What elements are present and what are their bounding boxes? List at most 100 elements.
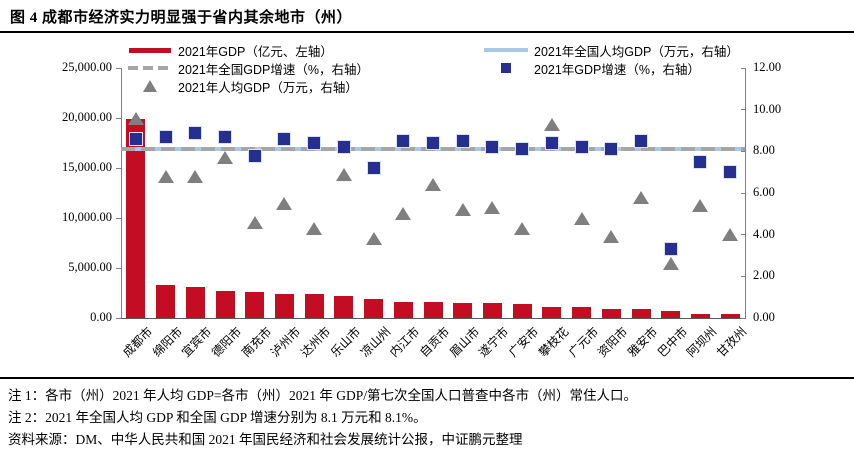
per-capita-triangle-marker [662, 257, 679, 271]
legend-label: 2021年全国GDP增速（%，右轴） [178, 62, 370, 77]
growth-square-marker [604, 142, 619, 157]
x-axis-category-label: 泸州市 [268, 324, 304, 360]
gdp-bar [690, 313, 710, 318]
growth-square-marker [396, 133, 411, 148]
left-axis-tick-label: 25,000.00 [62, 60, 112, 74]
gdp-bar [126, 118, 146, 318]
right-axis-tick-label: 10.00 [753, 101, 782, 116]
left-axis-tick-label: 10,000.00 [62, 210, 112, 224]
per-capita-triangle-marker [306, 221, 323, 235]
right-axis-tick [741, 109, 746, 111]
triangle-swatch-icon [143, 80, 157, 92]
x-axis-category-label: 阿坝州 [684, 324, 720, 360]
per-capita-triangle-marker [365, 232, 382, 246]
per-capita-triangle-marker [276, 196, 293, 210]
left-axis-tick [116, 317, 121, 319]
x-axis-category-label: 德阳市 [208, 324, 245, 360]
gdp-bar [156, 284, 176, 318]
x-axis-category-label: 攀枝花 [535, 324, 572, 360]
growth-square-marker [544, 136, 559, 150]
per-capita-triangle-marker [484, 201, 501, 215]
x-axis-category-label: 广安市 [506, 324, 542, 360]
growth-square-marker [515, 142, 530, 157]
legend-item-national-per-capita: 2021年全国人均GDP（万元，右轴） [484, 41, 739, 59]
left-axis-tick-label: 20,000.00 [62, 110, 112, 124]
gdp-bar [512, 304, 532, 318]
per-capita-triangle-marker [722, 228, 739, 242]
growth-square-marker [663, 242, 678, 257]
legend-label: 2021年GDP增速（%，右轴） [534, 62, 701, 77]
gdp-bar [364, 298, 384, 318]
chart-title: 图 4 成都市经济实力明显强于省内其余地市（州） [10, 10, 353, 26]
left-axis-tick [116, 67, 121, 69]
note-2: 注 2：2021 年全国人均 GDP 和全国 GDP 增速分别为 8.1 万元和… [8, 410, 427, 425]
gdp-bar [572, 307, 592, 318]
growth-square-marker [247, 148, 262, 163]
left-axis-tick [116, 267, 121, 269]
right-axis-tick [741, 317, 746, 319]
left-axis-tick-label: 0.00 [90, 310, 112, 324]
x-axis-category-label: 绵阳市 [149, 324, 185, 360]
per-capita-triangle-marker [543, 117, 560, 131]
right-axis-tick [741, 192, 746, 194]
x-axis-category-label: 雅安市 [624, 324, 661, 360]
growth-square-marker [485, 140, 500, 155]
gdp-bar [304, 294, 324, 318]
x-axis-category-label: 成都市 [119, 324, 156, 360]
x-axis-category-label: 甘孜州 [714, 324, 750, 360]
x-axis-category-label: 达州市 [298, 324, 334, 360]
per-capita-triangle-marker [454, 203, 471, 217]
per-capita-triangle-marker [157, 169, 174, 183]
x-axis-category-label: 眉山市 [446, 324, 483, 360]
x-axis-category-label: 南充市 [238, 324, 275, 360]
legend-item-gdp-bar: 2021年GDP（亿元、左轴） [128, 41, 369, 59]
left-axis-tick-label: 5,000.00 [68, 260, 112, 274]
left-axis-tick [116, 167, 121, 169]
left-axis-line [121, 68, 122, 319]
x-axis-category-label: 乐山市 [327, 324, 364, 360]
growth-square-marker [188, 125, 203, 140]
x-axis-category-label: 宜宾市 [179, 324, 215, 360]
gdp-bar [423, 301, 443, 318]
per-capita-triangle-marker [127, 111, 144, 125]
legend-label: 2021年全国人均GDP（万元，右轴） [534, 44, 739, 59]
right-axis-tick-label: 0.00 [753, 310, 775, 324]
legend-label: 2021年GDP（亿元、左轴） [178, 44, 333, 59]
x-axis-category-label: 资阳市 [595, 324, 631, 360]
per-capita-triangle-marker [187, 169, 204, 183]
legend-item-national-growth: 2021年全国GDP增速（%，右轴） [128, 59, 369, 77]
right-axis-tick-label: 2.00 [753, 268, 775, 283]
right-axis-line [745, 68, 746, 319]
right-axis-tick-label: 4.00 [753, 226, 775, 241]
x-axis-category-label: 广元市 [565, 324, 601, 360]
right-axis-tick [741, 234, 746, 236]
growth-square-marker [128, 131, 143, 146]
x-axis-category-label: 凉山州 [357, 324, 393, 360]
growth-square-marker [426, 136, 440, 150]
growth-square-marker [574, 140, 589, 155]
x-axis-line [121, 318, 746, 319]
growth-square-marker [634, 133, 648, 148]
right-axis-tick [741, 150, 746, 152]
x-axis-category-label: 自贡市 [416, 324, 453, 360]
per-capita-triangle-marker [573, 211, 590, 225]
growth-square-marker [693, 154, 708, 169]
left-axis-tick [116, 217, 121, 219]
blue-line-swatch-icon [484, 48, 528, 52]
gdp-bar [245, 291, 265, 318]
gdp-bar [334, 295, 354, 318]
note-1: 注 1：各市（州）2021 年人均 GDP=各市（州）2021 年 GDP/第七… [8, 388, 638, 403]
legend-item-growth: 2021年GDP增速（%，右轴） [484, 59, 739, 77]
growth-square-marker [366, 161, 381, 175]
growth-square-marker [218, 129, 232, 144]
right-axis-tick-label: 6.00 [753, 185, 775, 199]
notes-divider [0, 377, 854, 379]
right-axis-tick [741, 67, 746, 69]
legend-right: 2021年全国人均GDP（万元，右轴） 2021年GDP增速（%，右轴） [484, 41, 739, 77]
gdp-bar [274, 293, 294, 318]
x-axis-category-label: 遂宁市 [476, 324, 512, 360]
legend-left: 2021年GDP（亿元、左轴） 2021年全国GDP增速（%，右轴） 2021年… [128, 41, 369, 95]
gdp-bar-swatch-icon [129, 47, 171, 53]
